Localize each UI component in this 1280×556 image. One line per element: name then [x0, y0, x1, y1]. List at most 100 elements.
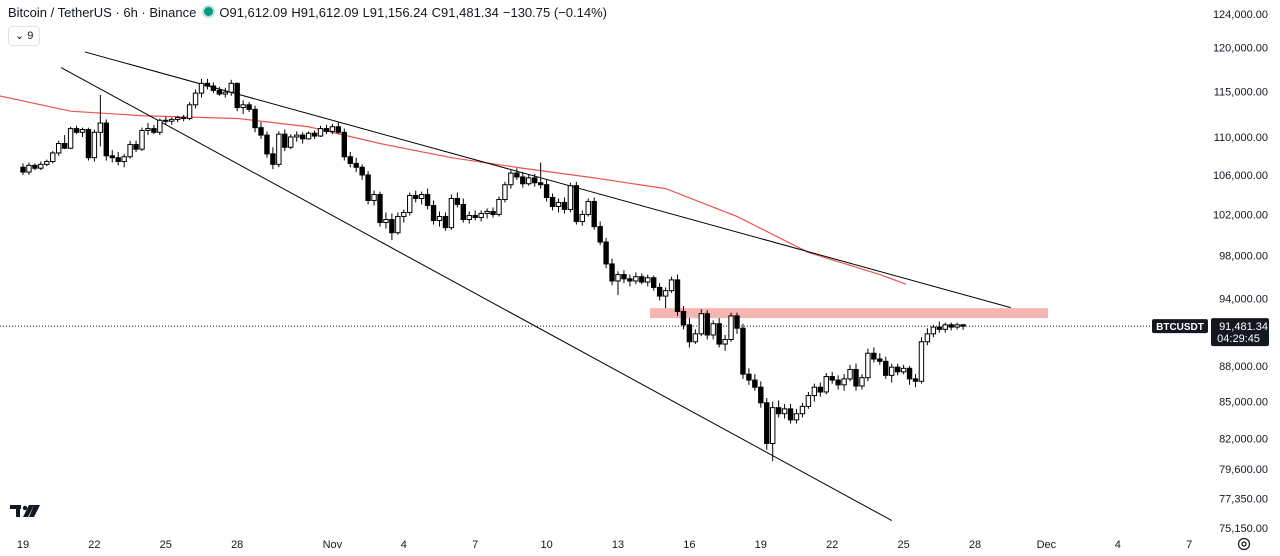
time-tick-label: Dec — [1037, 539, 1057, 551]
candle — [692, 329, 699, 345]
candle — [169, 117, 175, 125]
candle — [758, 381, 764, 408]
candle — [424, 188, 431, 210]
candle — [716, 318, 722, 348]
candle — [121, 153, 127, 168]
candle — [514, 168, 520, 180]
candle — [781, 404, 788, 419]
market-status-icon — [202, 5, 216, 18]
open-label: O — [219, 5, 230, 20]
candle — [561, 197, 568, 214]
candle — [38, 161, 44, 171]
candle-body — [865, 352, 871, 379]
candle-body — [56, 143, 62, 154]
candle-body — [775, 407, 782, 415]
candle-body — [448, 197, 455, 229]
candle — [889, 363, 895, 383]
candle-body — [305, 132, 312, 140]
candle — [894, 363, 901, 376]
candle-body — [67, 128, 74, 149]
candle-body — [889, 366, 895, 376]
candle-body — [252, 108, 258, 129]
candle-body — [853, 368, 859, 387]
candle — [341, 128, 348, 161]
candle-body — [561, 201, 568, 210]
candle — [413, 190, 419, 203]
candle — [454, 192, 461, 208]
candle — [853, 363, 859, 391]
candle — [210, 82, 217, 94]
chart-settings-icon[interactable] — [1237, 537, 1251, 551]
candle-body — [186, 104, 193, 119]
candle — [805, 391, 812, 409]
candle-body — [270, 153, 276, 165]
candle — [734, 312, 740, 334]
candle-body — [615, 274, 621, 282]
candle-body — [454, 197, 461, 205]
candle — [299, 132, 306, 144]
candle — [258, 122, 264, 139]
trendline-upper — [84, 51, 1011, 309]
candle-body — [61, 143, 68, 149]
candle — [186, 102, 193, 121]
candle — [157, 118, 163, 136]
candle — [371, 190, 377, 206]
candle — [817, 382, 823, 397]
candle-body — [484, 210, 490, 214]
candle-body — [758, 386, 764, 404]
candle — [490, 207, 496, 218]
candle-body — [555, 201, 562, 207]
candle-body — [216, 89, 223, 95]
candle-body — [317, 128, 324, 137]
candle-body — [466, 214, 472, 221]
candle-body — [871, 352, 877, 360]
candle-body — [746, 373, 752, 381]
candle-body — [877, 358, 883, 362]
candle-body — [651, 277, 657, 288]
candle-body — [121, 156, 127, 163]
candle — [359, 164, 365, 180]
trendline-lower — [60, 67, 892, 521]
price-tick-label: 115,000.00 — [1214, 86, 1268, 98]
price-tick-label: 102,000.00 — [1213, 209, 1268, 221]
candle-body — [532, 177, 538, 184]
candle-body — [633, 276, 639, 282]
candle-body — [115, 157, 121, 163]
candle — [883, 356, 889, 379]
candle-body — [734, 315, 740, 329]
symbol-title[interactable]: Bitcoin / TetherUS · 6h · Binance — [8, 5, 197, 20]
candle-body — [192, 92, 199, 106]
candle — [567, 182, 574, 213]
candle-body — [163, 119, 169, 122]
candle — [61, 135, 68, 150]
candle-body — [942, 324, 948, 330]
candle — [609, 258, 615, 286]
candle-body — [442, 215, 449, 229]
candle-body — [139, 129, 145, 150]
candle-body — [97, 122, 104, 133]
candle — [115, 151, 121, 166]
candle-body — [656, 286, 663, 297]
candle-body — [603, 241, 609, 265]
indicators-toggle-button[interactable]: ⌄ 9 — [8, 26, 41, 46]
candle — [603, 237, 609, 269]
candle — [264, 131, 270, 158]
candle-body — [157, 119, 163, 133]
candle-body — [198, 82, 205, 94]
price-tick-label: 79,600.00 — [1219, 464, 1268, 476]
candle-body — [520, 176, 526, 185]
candle — [311, 130, 318, 139]
candle-body — [567, 185, 574, 210]
high-label: H — [291, 5, 301, 20]
candle-body — [912, 378, 919, 382]
candle — [615, 271, 621, 296]
candle — [91, 129, 98, 162]
candle — [323, 124, 330, 135]
candle-body — [680, 310, 687, 326]
candle-body — [668, 279, 675, 292]
candle — [871, 347, 877, 363]
candle-body — [323, 128, 330, 132]
candle — [276, 131, 282, 168]
